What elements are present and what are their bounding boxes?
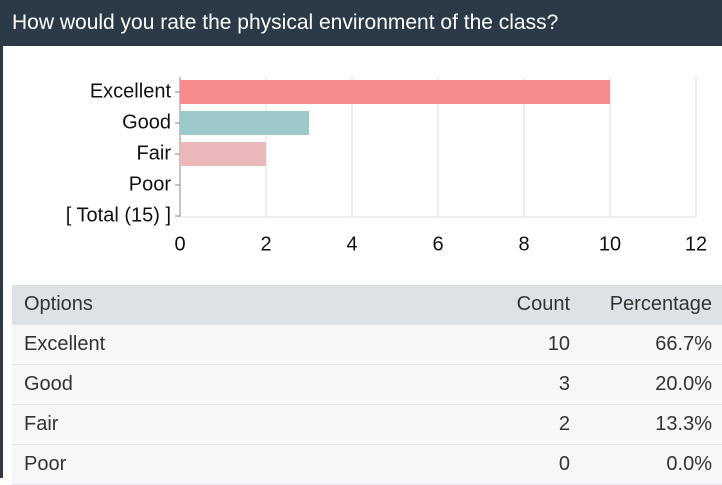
table-cell: 0 — [438, 444, 580, 485]
x-tick-label: 12 — [685, 233, 707, 255]
column-header: Percentage — [580, 285, 722, 325]
y-tick-label: Excellent — [90, 80, 172, 102]
bar — [180, 111, 309, 135]
table-row: Poor 0 0.0% — [12, 444, 722, 485]
y-tick-label: [ Total (15) ] — [66, 204, 171, 226]
x-tick-label: 6 — [432, 233, 443, 255]
bar — [180, 80, 610, 104]
table-cell: Poor — [12, 444, 438, 485]
table-header: Options Count Percentage — [12, 285, 722, 325]
table-cell: 13.3% — [580, 404, 722, 445]
table-cell: 66.7% — [580, 324, 722, 365]
table-cell: 20.0% — [580, 364, 722, 405]
y-tick-label: Fair — [137, 142, 172, 164]
bar — [180, 142, 266, 166]
x-tick-label: 0 — [174, 233, 185, 255]
table-cell: 3 — [438, 364, 580, 405]
table-cell: Fair — [12, 404, 438, 445]
question-title: How would you rate the physical environm… — [0, 0, 722, 46]
table-cell: Good — [12, 364, 438, 405]
y-tick-label: Poor — [129, 173, 172, 195]
chart: 0 2 4 6 8 10 12 Excellent Good Fair Poor [ Total (1… — [66, 77, 707, 255]
table-row: Excellent 10 66.7% — [12, 324, 722, 365]
table-cell: 2 — [438, 404, 580, 445]
x-tick-label: 2 — [260, 233, 271, 255]
column-header: Options — [12, 285, 438, 325]
x-tick-label: 10 — [599, 233, 621, 255]
x-tick-label: 4 — [346, 233, 357, 255]
table-row: Good 3 20.0% — [12, 364, 722, 405]
results-table: Options Count Percentage Excellent 10 66.7… — [12, 285, 722, 485]
table-cell: Excellent — [12, 324, 438, 365]
x-tick-label: 8 — [518, 233, 529, 255]
y-tick-label: Good — [122, 111, 171, 133]
table-row: Fair 2 13.3% — [12, 404, 722, 445]
table-cell: 10 — [438, 324, 580, 365]
column-header: Count — [438, 285, 580, 325]
table-cell: 0.0% — [580, 444, 722, 485]
